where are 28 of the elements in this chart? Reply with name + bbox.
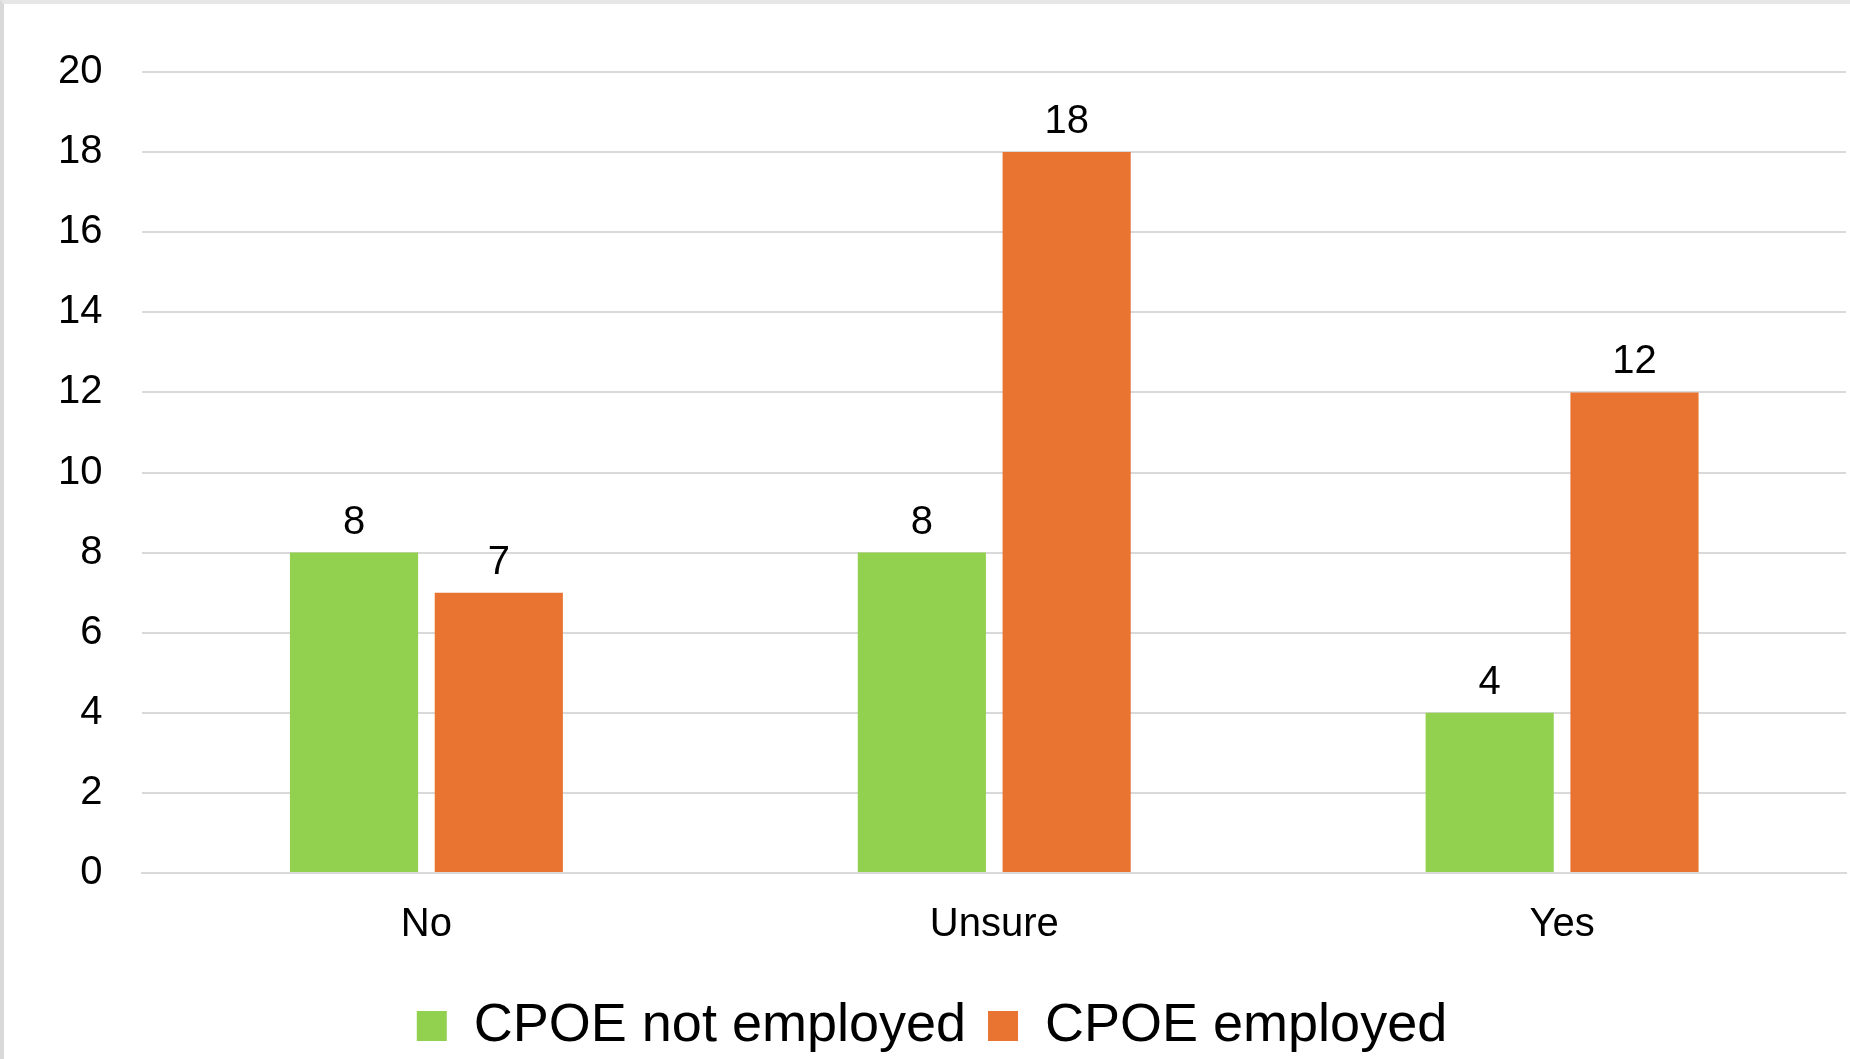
y-tick-label: 2 bbox=[80, 767, 103, 812]
y-tick-label: 16 bbox=[57, 207, 103, 252]
bar bbox=[1002, 152, 1131, 872]
bar bbox=[434, 592, 563, 872]
x-tick-label: Unsure bbox=[929, 900, 1059, 945]
y-tick-label: 12 bbox=[57, 367, 103, 412]
data-label: 4 bbox=[1478, 657, 1501, 702]
legend-label: CPOE not employed bbox=[473, 991, 967, 1052]
y-tick-label: 20 bbox=[57, 47, 103, 92]
data-label: 8 bbox=[342, 497, 366, 542]
data-label: 18 bbox=[1044, 97, 1089, 142]
bar bbox=[1570, 392, 1699, 872]
bar bbox=[857, 552, 986, 872]
y-tick-label: 18 bbox=[57, 127, 103, 172]
y-tick-label: 8 bbox=[80, 527, 103, 572]
y-tick-label: 4 bbox=[80, 687, 103, 732]
data-label: 12 bbox=[1612, 337, 1657, 382]
data-label: 8 bbox=[910, 497, 933, 542]
y-tick-label: 0 bbox=[80, 848, 103, 893]
y-tick-label: 14 bbox=[57, 287, 103, 332]
bar bbox=[1425, 712, 1554, 872]
y-tick-label: 10 bbox=[57, 447, 103, 492]
legend-label: CPOE employed bbox=[1045, 991, 1448, 1052]
bar bbox=[289, 552, 419, 872]
data-label: 7 bbox=[487, 537, 510, 582]
x-tick-label: No bbox=[400, 900, 452, 945]
y-tick-label: 6 bbox=[80, 607, 103, 652]
x-tick-label: Yes bbox=[1529, 900, 1595, 945]
